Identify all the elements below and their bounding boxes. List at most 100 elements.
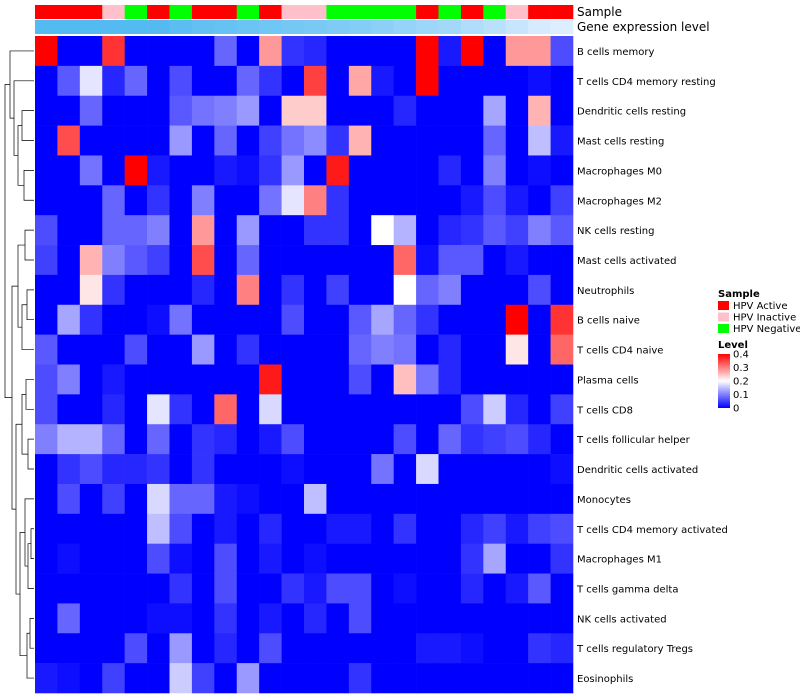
heatmap-cell: [304, 603, 327, 634]
legend-level-title: Level: [718, 340, 748, 351]
heatmap-cell: [348, 483, 372, 515]
row-labels: B cells memory T cells CD4 memory resting…: [576, 47, 728, 685]
heatmap-cell: [102, 603, 125, 634]
heatmap-cell: [550, 185, 574, 216]
heatmap-cell: [393, 304, 417, 335]
heatmap-cell: [191, 663, 215, 694]
heatmap-cell: [438, 394, 462, 425]
heatmap-cell: [483, 36, 507, 67]
heatmap-cell: [528, 304, 551, 335]
heatmap-cell: [236, 573, 260, 604]
heatmap-cell: [259, 334, 282, 365]
heatmap-cell: [528, 245, 551, 276]
heatmap-cell: [124, 125, 148, 156]
heatmap-cell: [102, 304, 125, 335]
heatmap-cell: [505, 274, 529, 306]
heatmap-cell: [483, 663, 507, 694]
row-label: B cells naive: [577, 316, 640, 327]
heatmap-cell: [191, 573, 215, 604]
heatmap-cell: [57, 125, 81, 156]
heatmap-cell: [102, 185, 125, 216]
heatmap-cell: [191, 543, 215, 574]
heatmap-cell: [438, 155, 462, 186]
heatmap-cell: [281, 215, 305, 246]
heatmap-cell: [35, 513, 58, 544]
heatmap-cell: [528, 633, 551, 664]
heatmap-cell: [483, 424, 507, 455]
heatmap-cell: [483, 603, 507, 634]
heatmap-cell: [528, 334, 551, 365]
heatmap-cell: [35, 454, 58, 485]
heatmap-cell: [393, 633, 417, 664]
heatmap-cell: [169, 483, 193, 515]
sample-annotation-cell: [393, 5, 417, 19]
heatmap-cell: [57, 274, 81, 306]
heatmap-cell: [438, 36, 462, 67]
heatmap-cell: [348, 513, 372, 544]
heatmap-cell: [438, 95, 462, 126]
heatmap-cell: [528, 155, 551, 186]
legend-level-tick: 0.1: [733, 390, 749, 401]
heatmap-cell: [214, 36, 238, 67]
heatmap-cell: [35, 125, 58, 156]
heatmap-cell: [304, 274, 327, 306]
heatmap-cell: [102, 424, 125, 455]
sample-annotation-cell: [147, 5, 170, 19]
heatmap-cell: [528, 603, 551, 634]
heatmap-cell: [169, 603, 193, 634]
heatmap-cell: [259, 65, 282, 97]
heatmap-cell: [147, 424, 170, 455]
heatmap-cell: [528, 543, 551, 574]
heatmap-cell: [79, 245, 103, 276]
heatmap-cell: [214, 543, 238, 574]
heatmap-cell: [348, 633, 372, 664]
heatmap-cell: [236, 125, 260, 156]
heatmap-cell: [304, 125, 327, 156]
heatmap-cell: [528, 364, 551, 395]
heatmap-cell: [147, 245, 170, 276]
heatmap-cell: [505, 663, 529, 694]
heatmap-cell: [326, 334, 350, 365]
heatmap-cell: [214, 185, 238, 216]
level-annotation-cell: [371, 20, 394, 34]
level-annotation-cell: [460, 20, 484, 34]
heatmap-cell: [214, 483, 238, 515]
heatmap-cell: [460, 274, 484, 306]
heatmap-cell: [236, 155, 260, 186]
heatmap-cell: [393, 65, 417, 97]
heatmap-cell: [236, 245, 260, 276]
heatmap-cell: [102, 573, 125, 604]
heatmap-cell: [371, 125, 394, 156]
row-label: B cells memory: [577, 47, 654, 58]
heatmap-cell: [124, 394, 148, 425]
heatmap-cell: [79, 155, 103, 186]
heatmap-cell: [169, 304, 193, 335]
heatmap-cell: [438, 543, 462, 574]
heatmap-cell: [124, 483, 148, 515]
heatmap-cell: [147, 125, 170, 156]
heatmap-cell: [483, 274, 507, 306]
heatmap-cell: [57, 424, 81, 455]
heatmap-cell: [438, 513, 462, 544]
heatmap-cell: [57, 483, 81, 515]
heatmap-cell: [460, 394, 484, 425]
level-annotation-cell: [348, 20, 372, 34]
heatmap-cell: [57, 573, 81, 604]
heatmap-cell: [191, 364, 215, 395]
heatmap-cell: [505, 633, 529, 664]
heatmap-cell: [147, 663, 170, 694]
heatmap-cell: [259, 543, 282, 574]
dendrogram-branch: [26, 289, 34, 321]
heatmap-cell: [236, 424, 260, 455]
heatmap-cell: [57, 304, 81, 335]
heatmap-cell: [147, 65, 170, 97]
heatmap-cell: [505, 394, 529, 425]
heatmap-cell: [191, 36, 215, 67]
heatmap-cell: [460, 65, 484, 97]
sample-annotation-label: Sample: [577, 5, 622, 19]
heatmap-cell: [102, 215, 125, 246]
heatmap-cell: [348, 424, 372, 455]
heatmap-cell: [281, 663, 305, 694]
heatmap-cell: [416, 155, 439, 186]
